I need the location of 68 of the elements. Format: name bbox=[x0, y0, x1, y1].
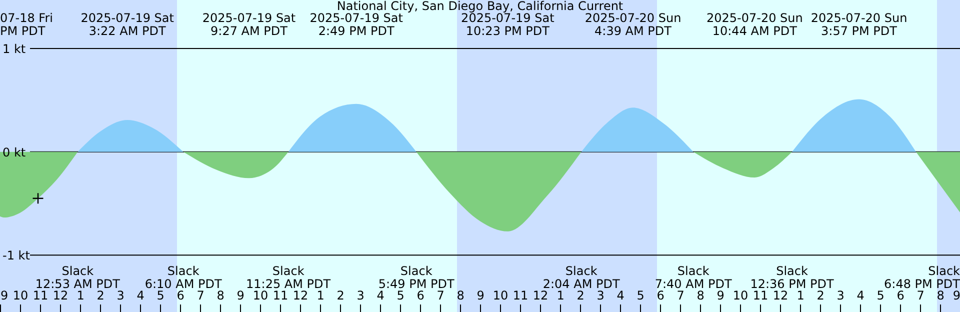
x-tick-label: 10 bbox=[252, 288, 268, 302]
annotation: 2025-07-20 Sun 4:39 AM PDT bbox=[584, 11, 682, 38]
x-tick-label: 7 bbox=[916, 288, 924, 302]
x-tick-label: 2 bbox=[336, 288, 344, 302]
x-tick-label: 12 bbox=[772, 288, 788, 302]
annotation: 2025-07-20 Sun 10:44 AM PDT bbox=[706, 11, 803, 38]
annotation: 2025-07-19 Sat 9:27 AM PDT bbox=[202, 11, 296, 38]
x-tick-label: 4 bbox=[136, 288, 144, 302]
x-tick-label: 12 bbox=[532, 288, 548, 302]
x-tick-label: 8 bbox=[456, 288, 464, 302]
x-tick-label: 6 bbox=[176, 288, 184, 302]
x-tick-label: 5 bbox=[396, 288, 404, 302]
annotation: Slack 12:36 PM PDT bbox=[750, 264, 834, 291]
x-tick-label: 4 bbox=[856, 288, 864, 302]
x-tick-label: 11 bbox=[272, 288, 288, 302]
x-tick-label: 9 bbox=[716, 288, 724, 302]
x-tick-label: 9 bbox=[236, 288, 244, 302]
x-tick-label: 9 bbox=[476, 288, 484, 302]
x-tick-label: 9 bbox=[952, 288, 960, 302]
x-tick-label: 1 bbox=[76, 288, 84, 302]
x-tick-label: 11 bbox=[32, 288, 48, 302]
x-tick-label: 11 bbox=[512, 288, 528, 302]
annotation: Slack 12:53 AM PDT bbox=[35, 264, 121, 291]
y-tick-label: -1 kt bbox=[2, 248, 30, 263]
x-tick-label: 5 bbox=[156, 288, 164, 302]
annotation: 2025-07-20 Sun 3:57 PM PDT bbox=[810, 11, 908, 38]
annotation: 2025-07-19 Sat 2:49 PM PDT bbox=[310, 11, 404, 38]
x-tick-label: 6 bbox=[656, 288, 664, 302]
annotation: 2025-07-19 Sat 3:22 AM PDT bbox=[80, 11, 174, 38]
x-tick-label: 7 bbox=[196, 288, 204, 302]
x-tick-label: 10 bbox=[12, 288, 28, 302]
y-tick-label: 1 kt bbox=[2, 42, 26, 56]
x-tick-label: 7 bbox=[676, 288, 684, 302]
x-tick-label: 2 bbox=[96, 288, 104, 302]
x-tick-label: 5 bbox=[876, 288, 884, 302]
x-tick-label: 3 bbox=[836, 288, 844, 302]
x-tick-label: 10 bbox=[732, 288, 748, 302]
x-tick-label: 6 bbox=[896, 288, 904, 302]
x-tick-label: 5 bbox=[636, 288, 644, 302]
x-tick-label: 12 bbox=[52, 288, 68, 302]
x-tick-label: 1 bbox=[316, 288, 324, 302]
annotation: Slack 2:04 AM PDT bbox=[542, 264, 620, 291]
annotation: Slack 6:48 PM PDT bbox=[884, 264, 960, 291]
x-tick-label: 10 bbox=[492, 288, 508, 302]
annotation: 07-18 Fri PM PDT bbox=[0, 11, 53, 38]
x-tick-label: 8 bbox=[216, 288, 224, 302]
x-tick-label: 2 bbox=[816, 288, 824, 302]
x-tick-label: 1 bbox=[796, 288, 804, 302]
annotation: Slack 11:25 AM PDT bbox=[246, 264, 332, 291]
x-tick-label: 12 bbox=[292, 288, 308, 302]
x-tick-label: 8 bbox=[936, 288, 944, 302]
x-tick-label: 3 bbox=[356, 288, 364, 302]
x-tick-label: 2 bbox=[576, 288, 584, 302]
x-tick-label: 4 bbox=[376, 288, 384, 302]
annotation: Slack 6:10 AM PDT bbox=[144, 264, 222, 291]
x-tick-label: 3 bbox=[116, 288, 124, 302]
annotation: Slack 7:40 AM PDT bbox=[654, 264, 732, 291]
x-tick-label: 3 bbox=[596, 288, 604, 302]
x-tick-label: 9 bbox=[0, 288, 8, 302]
x-tick-label: 6 bbox=[416, 288, 424, 302]
chart-title: National City, San Diego Bay, California Current bbox=[336, 0, 624, 13]
x-tick-label: 8 bbox=[696, 288, 704, 302]
x-tick-label: 4 bbox=[616, 288, 624, 302]
x-tick-label: 7 bbox=[436, 288, 444, 302]
annotation: 2025-07-19 Sat 10:23 PM PDT bbox=[461, 11, 555, 38]
x-tick-label: 1 bbox=[556, 288, 564, 302]
annotation: Slack 5:49 PM PDT bbox=[378, 264, 455, 291]
x-tick-label: 11 bbox=[752, 288, 768, 302]
